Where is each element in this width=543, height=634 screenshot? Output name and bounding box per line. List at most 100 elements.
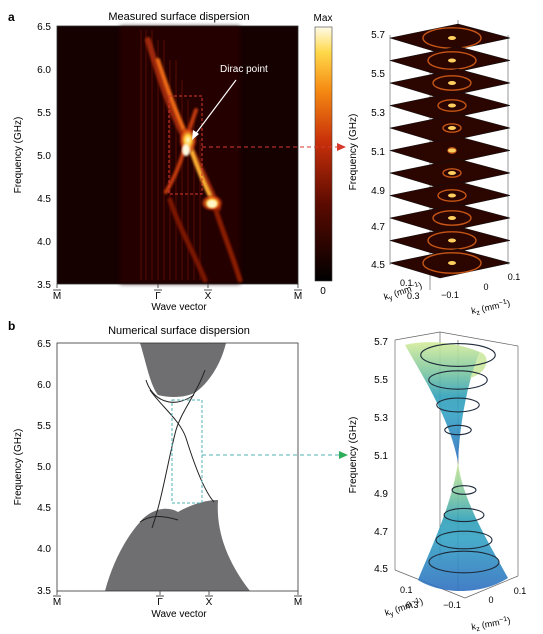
panel-b-plot [57, 343, 298, 591]
panel-a-heatmap: Dirac point [57, 26, 298, 284]
ytick: 4.5 [37, 194, 51, 205]
panel-a-xticks: M Γ X M [53, 291, 302, 302]
panel-a3d-zticks: 5.7 5.5 5.3 5.1 4.9 4.7 4.5 [371, 30, 385, 271]
ztick: 4.9 [374, 489, 388, 500]
ytick: 4.5 [37, 503, 51, 514]
xtick: M [294, 597, 302, 608]
cone-contours [420, 343, 500, 574]
kz-tick: 0 [483, 282, 488, 292]
ztick: 4.5 [374, 564, 388, 575]
arrowhead-icon [339, 451, 348, 459]
slice-contour [432, 75, 472, 91]
panel-b-xticks: M Γ X M [53, 597, 302, 608]
slice-contour [442, 168, 462, 178]
arrowhead-icon [337, 143, 346, 151]
ytick: 6.5 [37, 22, 51, 33]
panel-a-ylabel: Frequency (GHz) [13, 117, 24, 194]
panel-a: a Measured surface dispersion [8, 10, 346, 313]
ztick: 5.1 [374, 451, 388, 462]
xtick: M [53, 291, 61, 302]
slice-hotspot [448, 216, 456, 220]
slice-hotspot [448, 58, 456, 63]
xtick: M [294, 291, 302, 302]
ztick: 4.7 [374, 527, 388, 538]
ztick: 4.7 [371, 222, 385, 233]
ytick: 6.0 [37, 380, 51, 391]
ztick: 4.5 [371, 260, 385, 271]
panel-a-yticks: 6.5 6.0 5.5 5.0 4.5 4.0 3.5 [37, 22, 51, 291]
kz-tick: −0.1 [441, 290, 459, 300]
slice-contour [437, 189, 467, 202]
panel-b3d-zticks: 5.7 5.5 5.3 5.1 4.9 4.7 4.5 [374, 337, 388, 575]
cone-contour [451, 485, 477, 495]
ztick: 5.7 [374, 337, 388, 348]
kz-tick: 0 [488, 595, 493, 605]
slice-hotspot [448, 36, 456, 40]
slice-hotspot [448, 81, 456, 85]
slice-contour [437, 99, 467, 112]
xtick: Γ [155, 291, 161, 302]
ztick: 4.9 [371, 186, 385, 197]
ztick: 5.3 [371, 108, 385, 119]
cone-contour [428, 370, 488, 390]
panel-a-3d: Frequency (GHz) 5.7 5.5 5.3 5.1 4.9 4.7 … [348, 20, 521, 317]
slice-stack [389, 23, 511, 279]
ztick: 5.5 [374, 375, 388, 386]
slice-hotspot [448, 238, 456, 243]
slice-hotspot [448, 193, 456, 198]
panel-b-3d: Frequency (GHz) 5.7 5.5 5.3 5.1 4.9 4.7 … [348, 331, 526, 634]
ztick: 5.5 [371, 69, 385, 80]
cone-contour [436, 397, 480, 413]
ytick: 4.0 [37, 237, 51, 248]
panel-letter-b: b [8, 319, 15, 333]
ky-tick: 0.3 [407, 291, 420, 301]
ytick: 4.0 [37, 544, 51, 555]
cone-contour [420, 343, 496, 367]
panel-b: b Numerical surface dispersion Frequency… [8, 319, 348, 620]
upper-bulk-band [140, 343, 226, 397]
xtick: X [205, 291, 212, 302]
ytick: 6.0 [37, 65, 51, 76]
ytick: 3.5 [37, 280, 51, 291]
kz-tick: −0.1 [443, 600, 461, 610]
ztick: 5.1 [371, 147, 385, 158]
cone-contour [435, 530, 493, 550]
lower-bulk-band [105, 500, 250, 591]
slice-hotspot [448, 261, 456, 265]
xtick: M [53, 597, 61, 608]
colorbar-max-label: Max [314, 13, 333, 24]
panel-b-ylabel: Frequency (GHz) [13, 429, 24, 506]
panel-b-xlabel: Wave vector [151, 609, 207, 620]
slice-contour [427, 231, 477, 250]
panel-b3d-zlabel: Frequency (GHz) [348, 417, 359, 494]
lower-dirac-cone [418, 462, 508, 591]
cone-contour [444, 424, 472, 436]
ztick: 5.7 [371, 30, 385, 41]
slice-contour [442, 123, 462, 133]
panel-a3d-zlabel: Frequency (GHz) [348, 114, 359, 191]
ytick: 5.0 [37, 151, 51, 162]
kz-axis-label: kz (mm−1) [471, 615, 512, 634]
slice-hotspot [448, 103, 456, 108]
ytick: 6.5 [37, 339, 51, 350]
panel-a-xlabel: Wave vector [151, 302, 207, 313]
kz-tick: 0.1 [508, 272, 521, 282]
slice-hotspot [448, 148, 456, 153]
panel-b-title: Numerical surface dispersion [108, 325, 250, 337]
cone-contour [428, 550, 500, 574]
panel-a-title: Measured surface dispersion [108, 11, 249, 23]
colorbar: Max 0 [314, 13, 333, 297]
ytick: 5.5 [37, 108, 51, 119]
ky-tick: 0.1 [400, 278, 413, 288]
xtick: Γ [157, 597, 163, 608]
ytick: 3.5 [37, 586, 51, 597]
panel-b-yticks: 6.5 6.0 5.5 5.0 4.5 4.0 3.5 [37, 339, 51, 597]
xtick: X [206, 597, 213, 608]
slice-contour [422, 252, 482, 274]
ky-tick: 0.1 [400, 585, 413, 595]
cone-contour [443, 507, 485, 523]
ytick: 5.0 [37, 462, 51, 473]
slice-hotspot [448, 171, 456, 175]
ky-axis-label: ky (mm−1) [384, 596, 425, 620]
